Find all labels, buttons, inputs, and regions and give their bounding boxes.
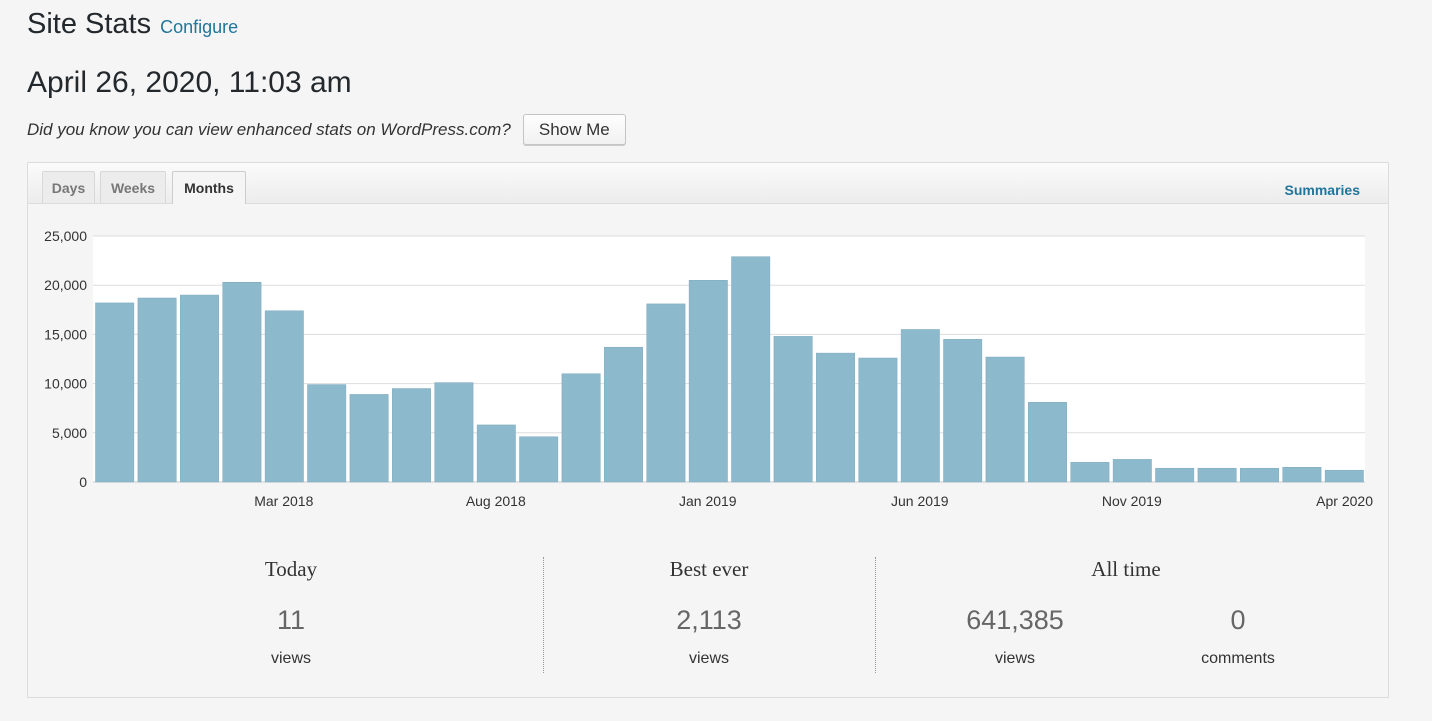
today-stat: Today 11 views: [191, 557, 391, 667]
chart-bar[interactable]: [1282, 466, 1322, 483]
chart-bar[interactable]: [688, 280, 728, 483]
today-unit: views: [270, 650, 311, 667]
y-tick-label: 10,000: [44, 376, 87, 392]
promo-text: Did you know you can view enhanced stats…: [27, 119, 511, 139]
chart-bar[interactable]: [1324, 469, 1364, 483]
stats-panel: Days Weeks Months Summaries 0 5,000 10,000…: [27, 162, 1389, 698]
chart-bar[interactable]: [1240, 467, 1279, 483]
tab-days[interactable]: Days: [42, 171, 95, 203]
x-tick-label: Aug 2018: [466, 493, 526, 509]
header: Site Stats Configure: [27, 8, 238, 41]
y-tick-label: 5,000: [52, 425, 87, 441]
tab-months[interactable]: Months: [172, 171, 246, 204]
chart-bar[interactable]: [307, 384, 347, 483]
chart-bar[interactable]: [816, 352, 855, 483]
chart-grid: [93, 235, 1365, 483]
chart-bar[interactable]: [222, 281, 262, 483]
y-tick-label: 25,000: [44, 228, 87, 244]
x-tick-label: Nov 2019: [1102, 493, 1162, 509]
tab-weeks[interactable]: Weeks: [100, 171, 166, 203]
date-heading: April 26, 2020, 11:03 am: [27, 66, 352, 99]
chart-bar[interactable]: [1197, 467, 1237, 483]
chart-bar[interactable]: [646, 303, 686, 483]
chart-bar[interactable]: [561, 373, 601, 483]
best-ever-stat: Best ever 2,113 views: [609, 557, 809, 667]
page-title: Site Stats: [27, 8, 152, 40]
chart-bar[interactable]: [943, 339, 983, 483]
chart-bar[interactable]: [1155, 467, 1195, 483]
x-tick-label: Apr 2020: [1316, 493, 1373, 509]
chart-bar[interactable]: [731, 256, 771, 483]
all-time-views-value: 641,385: [966, 605, 1064, 635]
y-tick-label: 20,000: [44, 277, 87, 293]
chart-bar[interactable]: [264, 310, 304, 483]
chart-bar[interactable]: [392, 388, 431, 483]
chart-bar[interactable]: [1028, 402, 1067, 483]
all-time-stat: All time: [1026, 557, 1226, 582]
chart-bar[interactable]: [1112, 459, 1152, 483]
all-time-comments-unit: comments: [1201, 650, 1275, 667]
chart-bar[interactable]: [180, 294, 219, 483]
y-tick-label: 0: [79, 474, 87, 490]
chart-bars: [95, 256, 1364, 483]
tab-bar: Days Weeks Months Summaries: [28, 163, 1388, 204]
today-value: 11: [276, 605, 306, 635]
promo-row: Did you know you can view enhanced stats…: [27, 114, 626, 145]
views-chart: 0 5,000 10,000 15,000 20,000 25,000 Mar 2018 Au…: [44, 228, 1373, 509]
stats-divider: [875, 557, 876, 673]
today-title: Today: [264, 557, 318, 581]
chart-bar[interactable]: [858, 357, 898, 483]
chart-plot-area: [93, 236, 1365, 482]
chart-bar[interactable]: [985, 356, 1025, 483]
all-time-title: All time: [1091, 557, 1161, 581]
chart-bar[interactable]: [349, 394, 389, 483]
all-time-views-unit: views: [994, 650, 1035, 667]
best-ever-value: 2,113: [676, 605, 742, 635]
stats-divider: [543, 557, 544, 673]
chart-bar[interactable]: [1070, 462, 1110, 483]
all-time-comments-value: 0: [1230, 605, 1246, 635]
chart-bar[interactable]: [137, 297, 177, 483]
x-tick-label: Jun 2019: [891, 493, 949, 509]
best-ever-title: Best ever: [669, 557, 749, 581]
summaries-link[interactable]: Summaries: [1284, 182, 1360, 198]
show-me-button[interactable]: Show Me: [522, 114, 626, 145]
configure-link[interactable]: Configure: [160, 17, 239, 37]
chart-bar[interactable]: [604, 346, 643, 483]
chart-bar[interactable]: [773, 336, 813, 483]
stats-summary: Today 11 views Best ever 2,113 views All…: [28, 557, 1390, 675]
chart-bar[interactable]: [434, 382, 474, 483]
x-tick-label: Jan 2019: [679, 493, 737, 509]
x-tick-label: Mar 2018: [254, 493, 313, 509]
best-ever-unit: views: [688, 650, 729, 667]
chart-labels: 0 5,000 10,000 15,000 20,000 25,000 Mar 2018 Au…: [44, 228, 1373, 509]
chart-bar[interactable]: [476, 424, 516, 483]
chart-bar[interactable]: [900, 329, 940, 483]
chart-bar[interactable]: [95, 302, 135, 483]
y-tick-label: 15,000: [44, 326, 87, 342]
chart-bar[interactable]: [519, 436, 559, 483]
